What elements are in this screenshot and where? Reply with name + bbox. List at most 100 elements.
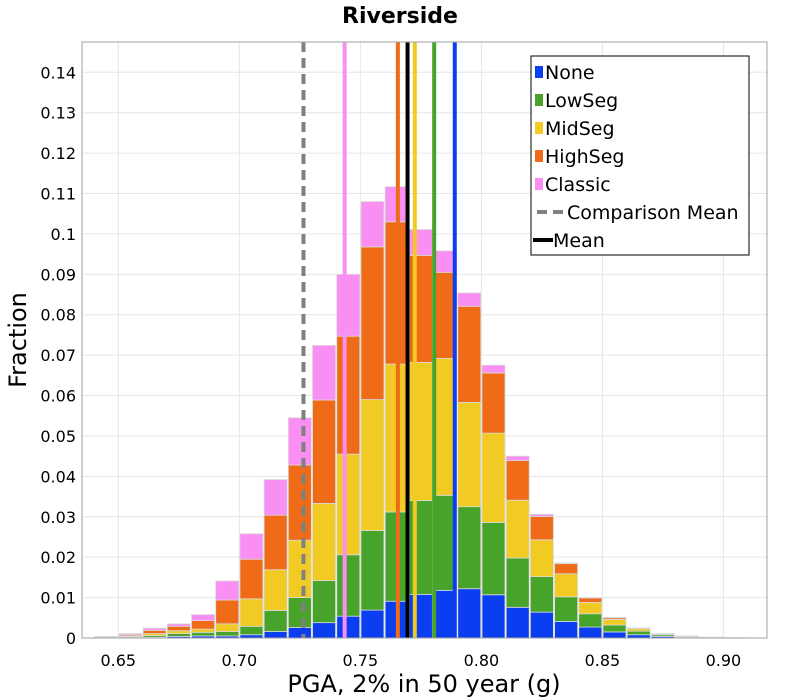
bar-classic: [166, 623, 191, 627]
y-tick-label: 0.05: [40, 427, 76, 446]
bar-midseg: [336, 453, 361, 556]
legend-label: HighSeg: [545, 146, 624, 168]
bar-lowseg: [554, 596, 578, 622]
legend-swatch: [535, 150, 543, 162]
bar-midseg: [239, 598, 264, 627]
legend-label: MidSeg: [545, 118, 615, 140]
y-tick-label: 0.11: [40, 185, 76, 204]
x-tick-label: 0.75: [343, 651, 379, 670]
bar-lowseg: [263, 610, 288, 632]
bar-lowseg: [287, 597, 312, 628]
bar-classic: [191, 614, 215, 622]
legend-label: LowSeg: [545, 90, 618, 112]
bar-highseg: [457, 305, 482, 403]
y-axis-title: Fraction: [4, 292, 32, 388]
bar-midseg: [481, 432, 506, 523]
bar-midseg: [287, 539, 312, 598]
bar-highseg: [505, 460, 530, 501]
bar-lowseg: [215, 631, 240, 637]
bar-highseg: [166, 625, 191, 632]
bar-highseg: [239, 558, 264, 600]
y-tick-label: 0.14: [40, 63, 76, 82]
bar-highseg: [360, 246, 385, 400]
bar-lowseg: [602, 624, 627, 633]
bar-lowseg: [529, 576, 554, 613]
bar-highseg: [529, 515, 554, 541]
x-tick-label: 0.65: [100, 651, 136, 670]
bar-classic: [336, 273, 361, 337]
legend-swatch: [535, 94, 543, 106]
bar-highseg: [215, 599, 240, 625]
bar-classic: [505, 455, 530, 462]
x-tick-label: 0.85: [585, 651, 621, 670]
legend-label: Comparison Mean: [567, 202, 739, 224]
bar-midseg: [312, 503, 336, 582]
y-tick-label: 0.13: [40, 104, 76, 123]
legend-label: Mean: [553, 230, 605, 252]
bar-lowseg: [578, 613, 603, 628]
bar-highseg: [312, 399, 336, 504]
y-tick-label: 0.03: [40, 508, 76, 527]
bars: [94, 186, 748, 639]
bar-highseg: [481, 372, 506, 434]
x-axis-title: PGA, 2% in 50 year (g): [287, 670, 560, 698]
bar-midseg: [505, 499, 530, 559]
bar-highseg: [578, 597, 603, 603]
bar-highseg: [626, 627, 651, 630]
bar-none: [336, 615, 361, 639]
bar-lowseg: [191, 631, 215, 637]
bar-lowseg: [239, 625, 264, 636]
y-tick-label: 0.08: [40, 306, 76, 325]
bar-none: [312, 622, 336, 639]
bar-classic: [118, 633, 143, 636]
bar-midseg: [529, 539, 554, 577]
y-tick-label: 0.07: [40, 346, 76, 365]
legend-swatch: [535, 66, 543, 78]
legend-label: None: [545, 62, 595, 84]
bar-highseg: [191, 620, 215, 630]
bar-none: [578, 626, 603, 639]
bar-lowseg: [360, 530, 385, 611]
bar-classic: [263, 479, 288, 516]
bar-classic: [312, 345, 336, 401]
bar-classic: [360, 201, 385, 248]
y-tick-label: 0: [66, 629, 76, 648]
y-tick-label: 0.09: [40, 265, 76, 284]
bar-none: [287, 627, 312, 639]
bar-none: [529, 611, 554, 639]
bar-classic: [142, 627, 167, 631]
bar-midseg: [602, 619, 627, 626]
legend-swatch: [535, 122, 543, 134]
bar-highseg: [142, 629, 167, 634]
bar-midseg: [166, 630, 191, 634]
bar-none: [457, 588, 482, 639]
bar-none: [554, 621, 578, 639]
x-tick-label: 0.70: [222, 651, 258, 670]
bar-lowseg: [481, 522, 506, 596]
y-tick-label: 0.04: [40, 467, 76, 486]
y-tick-label: 0.12: [40, 144, 76, 163]
bar-midseg: [578, 602, 603, 615]
bar-none: [360, 609, 385, 639]
bar-midseg: [215, 623, 240, 632]
bar-none: [263, 631, 288, 639]
bar-midseg: [263, 569, 288, 611]
bar-classic: [215, 580, 240, 601]
mean-lines: [301, 42, 457, 638]
bar-highseg: [554, 563, 578, 575]
legend-label: Classic: [545, 174, 611, 196]
legend: None LowSeg MidSeg HighSeg Classic Comparison…: [530, 55, 750, 256]
y-tick-label: 0.02: [40, 548, 76, 567]
bar-lowseg: [457, 506, 482, 590]
x-axis: 0.65 0.70 0.75 0.80 0.85 0.90: [100, 651, 741, 670]
bar-highseg: [263, 514, 288, 571]
bar-classic: [529, 513, 554, 517]
bar-none: [481, 594, 506, 639]
y-axis: 0 0.01 0.02 0.03 0.04 0.05 0.06 0.07 0.08 0.09 0.1…: [40, 63, 76, 648]
bar-lowseg: [626, 630, 651, 636]
legend-box: [530, 55, 750, 256]
bar-midseg: [191, 628, 215, 633]
bar-lowseg: [505, 557, 530, 608]
bar-lowseg: [166, 633, 191, 637]
